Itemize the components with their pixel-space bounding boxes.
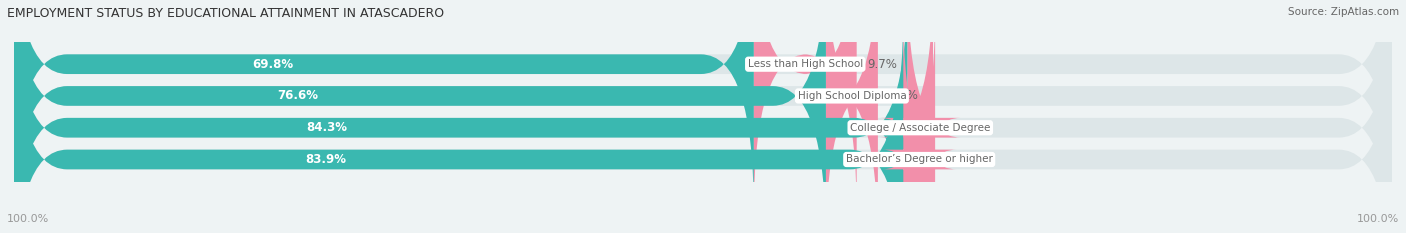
Text: Bachelor’s Degree or higher: Bachelor’s Degree or higher	[846, 154, 993, 164]
FancyBboxPatch shape	[14, 10, 903, 233]
FancyBboxPatch shape	[882, 10, 956, 233]
Text: 83.9%: 83.9%	[305, 153, 346, 166]
FancyBboxPatch shape	[14, 10, 1392, 233]
FancyBboxPatch shape	[14, 0, 1392, 213]
Text: 84.3%: 84.3%	[307, 121, 347, 134]
Text: 76.6%: 76.6%	[278, 89, 319, 103]
FancyBboxPatch shape	[14, 0, 825, 233]
Text: 4.9%: 4.9%	[889, 89, 918, 103]
Text: Less than High School: Less than High School	[748, 59, 863, 69]
Text: 69.8%: 69.8%	[253, 58, 294, 71]
Text: Source: ZipAtlas.com: Source: ZipAtlas.com	[1288, 7, 1399, 17]
FancyBboxPatch shape	[14, 0, 1392, 233]
FancyBboxPatch shape	[14, 0, 1392, 233]
Text: 100.0%: 100.0%	[1357, 214, 1399, 224]
Text: College / Associate Degree: College / Associate Degree	[851, 123, 990, 133]
FancyBboxPatch shape	[754, 0, 856, 213]
Text: 9.7%: 9.7%	[868, 58, 897, 71]
FancyBboxPatch shape	[825, 0, 879, 233]
FancyBboxPatch shape	[880, 0, 960, 233]
Text: High School Diploma: High School Diploma	[797, 91, 907, 101]
Text: 2.4%: 2.4%	[943, 121, 973, 134]
FancyBboxPatch shape	[14, 0, 754, 213]
Text: 100.0%: 100.0%	[7, 214, 49, 224]
FancyBboxPatch shape	[14, 0, 907, 233]
Text: EMPLOYMENT STATUS BY EDUCATIONAL ATTAINMENT IN ATASCADERO: EMPLOYMENT STATUS BY EDUCATIONAL ATTAINM…	[7, 7, 444, 20]
Text: 3.0%: 3.0%	[946, 153, 976, 166]
